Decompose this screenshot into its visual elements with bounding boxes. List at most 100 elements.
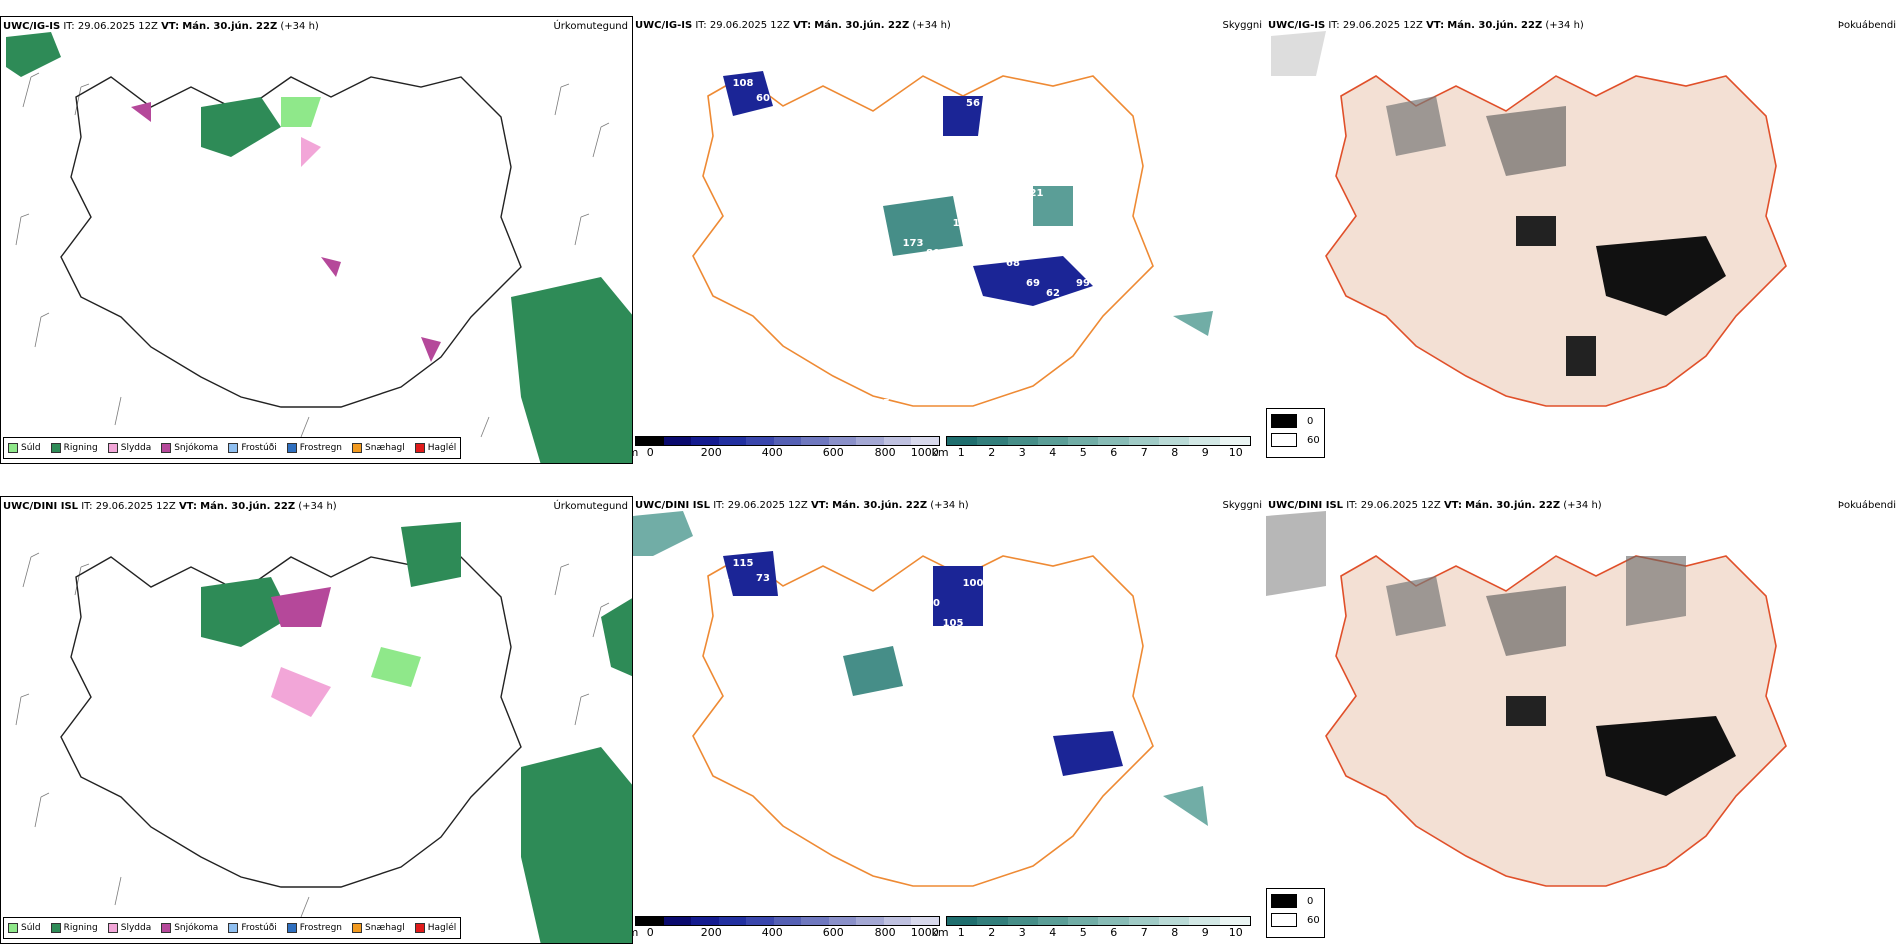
ceiling-scale: m 0 200 400 600 800 1000 <box>633 916 940 940</box>
legend-item: Frostúði <box>228 443 277 453</box>
visibility-value-label: 70 <box>1026 628 1040 639</box>
precip-legend: Súld Rigning Slydda Snjókoma Frostúði Fr… <box>3 437 462 459</box>
panel-title: Þokuábendi <box>1837 500 1896 511</box>
vt-label: VT: <box>793 20 812 31</box>
visibility-value-label: 80 <box>926 248 940 259</box>
cloud-map <box>1271 31 1787 407</box>
visibility-value-label: 70 <box>956 698 970 709</box>
visibility-value-label: 62 <box>1046 288 1060 299</box>
it-value: 29.06.2025 12Z <box>709 20 790 31</box>
model-name: UWC/IG-IS <box>1268 20 1326 31</box>
legend-item: Rigning <box>50 443 98 453</box>
visibility-value-label: 66 <box>836 278 850 289</box>
model-name: UWC/DINI ISL <box>3 501 79 512</box>
panel-header: UWC/DINI ISL IT: 29.06.2025 12Z VT: Mán.… <box>635 500 1264 516</box>
it-value: 29.06.2025 12Z <box>1360 500 1441 511</box>
panel-header: UWC/DINI ISL IT: 29.06.2025 12Z VT: Mán.… <box>3 501 630 517</box>
tick: 1 <box>957 446 965 459</box>
legend-item: Frostregn <box>286 443 342 453</box>
iceland-outline <box>60 76 522 408</box>
cloud-legend: 0 60 <box>1266 888 1325 938</box>
visibility-value-label: 80 <box>986 678 1000 689</box>
visibility-value-label: 87 <box>716 578 730 589</box>
tick: 600 <box>822 926 844 939</box>
lead-time: (+34 h) <box>1563 500 1602 511</box>
ceiling-unit: m <box>633 446 638 459</box>
visibility-colorbar <box>946 916 1251 926</box>
visibility-value-label: 69 <box>926 378 940 389</box>
tick: 400 <box>761 926 783 939</box>
panel-title: Úrkomutegund <box>553 501 628 512</box>
lead-time: (+34 h) <box>298 501 337 512</box>
visibility-value-label: 77 <box>816 128 830 139</box>
tick: 10 <box>1228 926 1243 939</box>
visibility-scale: km 1 2 3 4 5 6 7 8 9 10 <box>931 916 1251 940</box>
visibility-value-label: 65 <box>736 148 750 159</box>
panel-header: UWC/IG-IS IT: 29.06.2025 12Z VT: Mán. 30… <box>3 21 630 37</box>
visibility-value-label: 52 <box>906 393 920 404</box>
cloud-panel-row1: UWC/IG-IS IT: 29.06.2025 12Z VT: Mán. 30… <box>1266 16 1900 464</box>
tick: 8 <box>1171 926 1179 939</box>
visibility-value-label: 46 <box>1046 608 1060 619</box>
tick: 2 <box>988 926 996 939</box>
tick: 8 <box>1171 446 1179 459</box>
panel-title: Úrkomutegund <box>553 21 628 32</box>
visibility-value-label: 72 <box>856 268 870 279</box>
precip-areas <box>6 32 632 463</box>
panel-header: UWC/IG-IS IT: 29.06.2025 12Z VT: Mán. 30… <box>1268 20 1898 36</box>
tick: 1000 <box>910 446 939 459</box>
wind-barbs <box>15 72 612 446</box>
visibility-value-label: 60 <box>926 118 940 129</box>
ceiling-unit: m <box>633 926 638 939</box>
legend-item: 0 <box>1271 414 1320 428</box>
vt-value: Mán. 30.jún. 22Z <box>814 20 910 31</box>
cloud-panel-row2: UWC/DINI ISL IT: 29.06.2025 12Z VT: Mán.… <box>1266 496 1900 944</box>
precip-panel-row2: UWC/DINI ISL IT: 29.06.2025 12Z VT: Mán.… <box>0 496 633 944</box>
lead-time: (+34 h) <box>280 21 319 32</box>
low-visibility-areas <box>723 551 1208 826</box>
vt-value: Mán. 30.jún. 22Z <box>1465 500 1561 511</box>
visibility-value-label: 57 <box>946 138 960 149</box>
visibility-value-label: 64 <box>1016 648 1030 659</box>
panel-title: Skyggni <box>1222 20 1262 31</box>
visibility-value-label: 61 <box>896 108 910 119</box>
legend-item: Snæhagl <box>352 443 405 453</box>
tick: 5 <box>1079 446 1087 459</box>
visibility-value-label: 96 <box>886 258 900 269</box>
iceland-outline <box>692 75 1154 407</box>
visibility-value-label: 52 <box>856 618 870 629</box>
iceland-outline <box>692 555 1154 887</box>
visibility-value-label: 60 <box>756 93 770 104</box>
it-label: IT: <box>1328 20 1340 31</box>
ceiling-ticks: m 0 200 400 600 800 1000 <box>633 926 940 940</box>
legend-item: Haglél <box>414 443 456 453</box>
visibility-value-label: 54 <box>816 608 830 619</box>
tick: 200 <box>700 926 722 939</box>
it-value: 29.06.2025 12Z <box>727 500 808 511</box>
it-value: 29.06.2025 12Z <box>77 21 158 32</box>
low-visibility-area <box>633 511 693 556</box>
vt-label: VT: <box>810 500 829 511</box>
tick: 3 <box>1018 926 1026 939</box>
panel-title: Skyggni <box>1222 500 1262 511</box>
visibility-value-label: 52 <box>1036 98 1050 109</box>
precip-legend: Súld Rigning Slydda Snjókoma Frostúði Fr… <box>3 917 462 939</box>
legend-item: Frostregn <box>286 923 342 933</box>
visibility-value-label: 50 <box>996 158 1010 169</box>
tick: 800 <box>874 926 896 939</box>
visibility-value-label: 105 <box>943 618 964 629</box>
legend-item: Frostúði <box>228 923 277 933</box>
legend-item: Súld <box>8 923 41 933</box>
wind-barbs <box>15 552 612 918</box>
visibility-unit: km <box>931 446 949 459</box>
vt-value: Mán. 30.jún. 22Z <box>200 501 296 512</box>
vt-label: VT: <box>1426 20 1445 31</box>
vt-label: VT: <box>1443 500 1462 511</box>
tick: 400 <box>761 446 783 459</box>
ceiling-ticks: m 0 200 400 600 800 1000 <box>633 446 940 460</box>
legend-item: Snjókoma <box>161 443 218 453</box>
visibility-value-label: 173 <box>903 238 924 249</box>
visibility-value-label: 68 <box>726 598 740 609</box>
